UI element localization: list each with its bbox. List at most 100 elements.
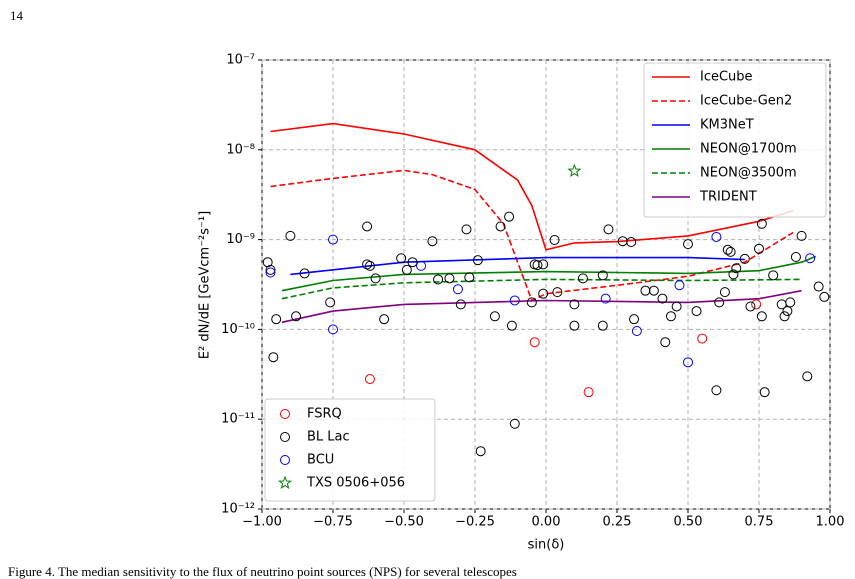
circle-marker	[657, 293, 668, 304]
y-axis-label: E² dN/dE [GeVcm⁻²s⁻¹]	[198, 211, 213, 359]
circle-marker	[452, 284, 463, 295]
circle-marker	[751, 299, 762, 310]
circle-marker	[265, 267, 276, 278]
circle-marker	[285, 230, 296, 241]
circle-marker	[683, 239, 693, 250]
circle-marker	[759, 387, 770, 398]
circle-marker	[785, 297, 796, 308]
circle-marker	[461, 224, 472, 235]
circle-marker	[782, 306, 793, 317]
circle-marker	[299, 268, 310, 279]
y-tick-label: 10⁻⁹	[226, 232, 255, 247]
circle-marker	[796, 230, 807, 241]
circle-marker	[552, 287, 563, 298]
circle-marker	[691, 306, 702, 317]
circle-marker	[805, 253, 816, 264]
circle-marker	[719, 287, 730, 298]
circle-marker	[396, 253, 407, 264]
circle-marker	[475, 446, 486, 457]
circle-marker	[472, 255, 483, 266]
circle-marker	[597, 270, 608, 281]
legend-box	[264, 398, 436, 502]
circle-marker	[711, 385, 722, 396]
circle-marker	[265, 264, 276, 275]
circle-marker	[464, 272, 475, 283]
x-tick-label: −0.50	[384, 515, 424, 530]
circle-marker	[325, 297, 336, 308]
circle-marker	[722, 244, 733, 255]
circle-marker	[739, 253, 750, 264]
circle-marker	[665, 311, 676, 322]
circle-marker	[714, 297, 725, 308]
circle-marker	[495, 221, 506, 232]
x-tick-label: 0.00	[532, 515, 561, 530]
circle-marker	[526, 297, 537, 308]
circle-marker	[802, 371, 813, 382]
circle-marker	[754, 243, 764, 254]
circle-marker	[660, 337, 671, 348]
circle-marker	[813, 281, 824, 292]
legend-label: TRIDENT	[699, 190, 757, 205]
circle-marker	[603, 224, 614, 235]
circle-marker	[648, 285, 659, 296]
legend-label: BCU	[307, 453, 334, 468]
circle-marker	[629, 314, 640, 325]
circle-marker	[328, 324, 338, 335]
circle-marker	[364, 374, 375, 385]
circle-marker	[268, 352, 279, 363]
circle-marker	[504, 211, 515, 222]
circle-marker	[433, 274, 444, 285]
circle-marker	[731, 263, 742, 274]
circle-marker	[427, 236, 438, 247]
legend-label: IceCube	[700, 70, 753, 85]
circle-marker	[532, 260, 543, 271]
star-marker	[567, 163, 582, 178]
circle-marker	[756, 218, 767, 229]
circle-marker	[379, 314, 390, 325]
circle-marker	[597, 320, 608, 331]
page-number: 14	[10, 8, 24, 23]
circle-marker	[444, 273, 455, 284]
y-tick-label: 10⁻⁷	[226, 53, 255, 68]
circle-marker	[640, 285, 651, 296]
circle-marker	[725, 246, 736, 257]
circle-marker	[790, 252, 801, 263]
circle-marker	[407, 257, 418, 268]
x-tick-label: −0.25	[455, 515, 495, 530]
circle-marker	[768, 270, 779, 281]
line	[290, 256, 745, 276]
circle-marker	[401, 264, 412, 275]
circle-marker	[280, 455, 290, 465]
circle-marker	[819, 291, 830, 302]
circle-marker	[626, 237, 637, 248]
circle-marker	[674, 280, 685, 291]
circle-marker	[538, 288, 549, 299]
circle-marker	[280, 432, 290, 442]
circle-marker	[362, 221, 373, 232]
legend-label: KM3NeT	[700, 118, 754, 133]
caption: Figure 4. The median sensitivity to the …	[8, 564, 517, 579]
circle-marker	[364, 260, 375, 271]
x-tick-label: 0.75	[745, 515, 774, 530]
circle-marker	[711, 231, 722, 242]
circle-marker	[631, 325, 642, 336]
circle-marker	[370, 273, 381, 284]
circle-marker	[549, 234, 560, 245]
star-marker	[277, 475, 293, 490]
circle-marker	[529, 337, 540, 348]
legend-label: BL Lac	[307, 430, 350, 445]
y-tick-label: 10⁻⁸	[226, 142, 255, 157]
circle-marker	[683, 357, 693, 368]
x-tick-label: −0.75	[313, 515, 353, 530]
x-axis-label: sin(δ)	[528, 538, 565, 553]
circle-marker	[569, 320, 580, 331]
circle-marker	[291, 311, 302, 322]
circle-marker	[577, 273, 588, 284]
circle-marker	[600, 293, 611, 304]
circle-marker	[416, 260, 427, 271]
circle-marker	[509, 418, 520, 429]
legend-label: IceCube-Gen2	[700, 94, 792, 109]
line	[281, 255, 817, 292]
